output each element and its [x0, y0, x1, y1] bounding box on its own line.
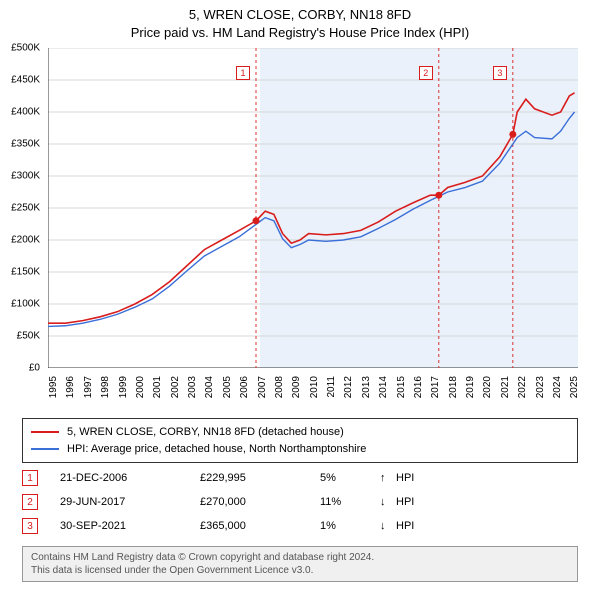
- marker-arrow-icon: ↓: [380, 520, 396, 532]
- chart-marker-badge: 1: [236, 66, 250, 80]
- marker-table-row: 1 21-DEC-2006£229,9955%↑HPI: [22, 466, 578, 490]
- x-tick-label: 2020: [482, 376, 493, 398]
- x-tick-label: 2003: [187, 376, 198, 398]
- chart-marker-badge: 2: [419, 66, 433, 80]
- x-tick-label: 2011: [326, 376, 337, 398]
- y-axis: £0£50K£100K£150K£200K£250K£300K£350K£400…: [0, 48, 44, 368]
- x-tick-label: 2024: [552, 376, 563, 398]
- y-tick-label: £300K: [11, 171, 40, 182]
- marker-table-row: 2 29-JUN-2017£270,00011%↓HPI: [22, 490, 578, 514]
- footer-attribution: Contains HM Land Registry data © Crown c…: [22, 546, 578, 582]
- chart-container: 5, WREN CLOSE, CORBY, NN18 8FD Price pai…: [0, 0, 600, 590]
- y-tick-label: £450K: [11, 75, 40, 86]
- marker-pct: 1%: [320, 520, 380, 532]
- legend: 5, WREN CLOSE, CORBY, NN18 8FD (detached…: [22, 418, 578, 463]
- x-tick-label: 1996: [65, 376, 76, 398]
- x-tick-label: 2001: [152, 376, 163, 398]
- chart-marker-badge: 3: [493, 66, 507, 80]
- x-tick-label: 2016: [413, 376, 424, 398]
- x-tick-label: 2021: [500, 376, 511, 398]
- x-tick-label: 2019: [465, 376, 476, 398]
- x-tick-label: 1997: [83, 376, 94, 398]
- marker-suffix: HPI: [396, 520, 414, 532]
- marker-pct: 5%: [320, 472, 380, 484]
- x-tick-label: 2000: [135, 376, 146, 398]
- x-tick-label: 2022: [517, 376, 528, 398]
- marker-badge: 3: [22, 518, 38, 534]
- legend-swatch: [31, 431, 59, 433]
- legend-item: HPI: Average price, detached house, Nort…: [31, 441, 569, 458]
- x-tick-label: 1998: [100, 376, 111, 398]
- x-tick-label: 2017: [430, 376, 441, 398]
- marker-table-row: 3 30-SEP-2021£365,0001%↓HPI: [22, 514, 578, 538]
- marker-badge: 2: [22, 494, 38, 510]
- marker-arrow-icon: ↓: [380, 496, 396, 508]
- marker-suffix: HPI: [396, 496, 414, 508]
- plot-svg: [48, 48, 578, 368]
- title-line-1: 5, WREN CLOSE, CORBY, NN18 8FD: [0, 6, 600, 24]
- x-tick-label: 1999: [118, 376, 129, 398]
- footer-line-1: Contains HM Land Registry data © Crown c…: [31, 551, 569, 564]
- x-axis: 1995 1996 1997 1998 1999 2000 2001 2002 2003 2004…: [48, 372, 578, 412]
- marker-badge: 1: [22, 470, 38, 486]
- marker-price: £229,995: [200, 472, 320, 484]
- x-tick-label: 2009: [291, 376, 302, 398]
- legend-label: HPI: Average price, detached house, Nort…: [67, 441, 366, 458]
- y-tick-label: £0: [29, 363, 40, 374]
- y-tick-label: £350K: [11, 139, 40, 150]
- x-tick-label: 2005: [222, 376, 233, 398]
- legend-label: 5, WREN CLOSE, CORBY, NN18 8FD (detached…: [67, 424, 344, 441]
- marker-date: 30-SEP-2021: [60, 520, 200, 532]
- y-tick-label: £500K: [11, 43, 40, 54]
- x-tick-label: 2008: [274, 376, 285, 398]
- x-tick-label: 2023: [535, 376, 546, 398]
- marker-price: £365,000: [200, 520, 320, 532]
- x-tick-label: 2013: [361, 376, 372, 398]
- y-tick-label: £150K: [11, 267, 40, 278]
- y-tick-label: £400K: [11, 107, 40, 118]
- marker-price: £270,000: [200, 496, 320, 508]
- chart-title: 5, WREN CLOSE, CORBY, NN18 8FD Price pai…: [0, 0, 600, 42]
- x-tick-label: 2004: [204, 376, 215, 398]
- x-tick-label: 2025: [569, 376, 580, 398]
- x-tick-label: 2007: [257, 376, 268, 398]
- footer-line-2: This data is licensed under the Open Gov…: [31, 564, 569, 577]
- y-tick-label: £100K: [11, 299, 40, 310]
- legend-item: 5, WREN CLOSE, CORBY, NN18 8FD (detached…: [31, 424, 569, 441]
- x-tick-label: 2002: [170, 376, 181, 398]
- legend-swatch: [31, 448, 59, 450]
- marker-pct: 11%: [320, 496, 380, 508]
- x-tick-label: 2014: [378, 376, 389, 398]
- marker-suffix: HPI: [396, 472, 414, 484]
- marker-date: 29-JUN-2017: [60, 496, 200, 508]
- x-tick-label: 2015: [396, 376, 407, 398]
- markers-table: 121-DEC-2006£229,9955%↑HPI229-JUN-2017£2…: [22, 466, 578, 538]
- title-line-2: Price paid vs. HM Land Registry's House …: [0, 24, 600, 42]
- y-tick-label: £250K: [11, 203, 40, 214]
- x-tick-label: 2018: [448, 376, 459, 398]
- x-tick-label: 2012: [343, 376, 354, 398]
- y-tick-label: £200K: [11, 235, 40, 246]
- x-tick-label: 1995: [48, 376, 59, 398]
- marker-date: 21-DEC-2006: [60, 472, 200, 484]
- plot-area: 1 2 3: [48, 48, 578, 368]
- marker-arrow-icon: ↑: [380, 472, 396, 484]
- x-tick-label: 2006: [239, 376, 250, 398]
- x-tick-label: 2010: [309, 376, 320, 398]
- y-tick-label: £50K: [17, 331, 40, 342]
